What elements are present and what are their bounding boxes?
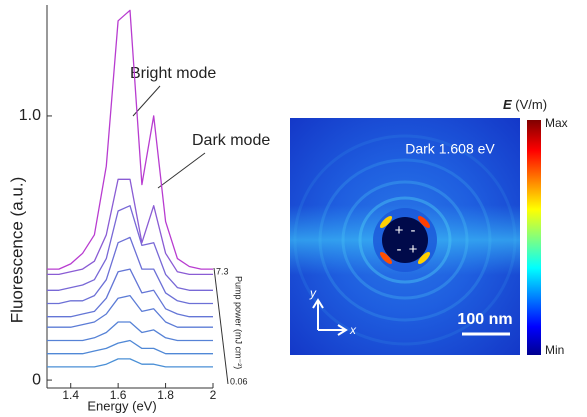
colorbar-max: Max: [545, 116, 568, 130]
y-tick-label: 0: [32, 371, 41, 388]
map-rings: [293, 134, 517, 346]
annotation: Dark mode: [192, 132, 270, 149]
spectrum-line: [47, 358, 213, 368]
map-center: [382, 217, 428, 263]
x-tick-label: 1.4: [62, 388, 79, 402]
spectrum-line: [47, 339, 213, 355]
colorbar-unit: (V/m): [515, 97, 547, 112]
spectrum-line: [47, 294, 213, 328]
charge: -: [411, 222, 416, 239]
y-axis-label: Fluorescence (a.u.): [7, 177, 26, 323]
y-tick-label: 1.0: [19, 107, 41, 124]
x-tick-label: 1.6: [110, 388, 127, 402]
spectrum-line: [47, 321, 213, 342]
x-axis-label: Energy (eV): [87, 398, 156, 413]
colorbar: [527, 120, 541, 355]
z-tick-label: 7.3: [216, 266, 229, 276]
hot-spots: [379, 215, 431, 265]
z-axis: [213, 267, 229, 385]
field-map: + - - + Dark 1.608 eV y x 100 nm E (V/m)…: [290, 97, 568, 357]
z-tick-label: 0.06: [230, 376, 248, 386]
scale-bar-label: 100 nm: [457, 311, 512, 328]
spectrum-line: [47, 205, 213, 291]
spectrum-line: [47, 9, 213, 270]
charge: -: [397, 241, 402, 258]
charge: +: [395, 222, 404, 239]
axis-icon-label: y: [309, 286, 317, 300]
axes-icon: [312, 298, 348, 336]
colorbar-min: Min: [545, 343, 564, 357]
charge: +: [409, 241, 418, 258]
axis-icon-label: x: [349, 323, 357, 337]
colorbar-symbol: E: [503, 97, 512, 112]
x-tick-label: 1.8: [157, 388, 174, 402]
annotation-arrow: [157, 152, 206, 189]
spectrum-line: [47, 268, 213, 318]
annotation: Bright mode: [130, 65, 216, 82]
spectrum-line: [47, 236, 213, 305]
z-axis-label: Pump power (mJ cm⁻²): [234, 276, 244, 369]
colorbar-label: E (V/m): [503, 97, 547, 112]
spectra-chart: Fluorescence (a.u.) Energy (eV) Bright m…: [7, 5, 270, 413]
map-label: Dark 1.608 eV: [405, 141, 495, 157]
spectrum-line: [47, 178, 213, 276]
x-tick-label: 2: [210, 388, 217, 402]
